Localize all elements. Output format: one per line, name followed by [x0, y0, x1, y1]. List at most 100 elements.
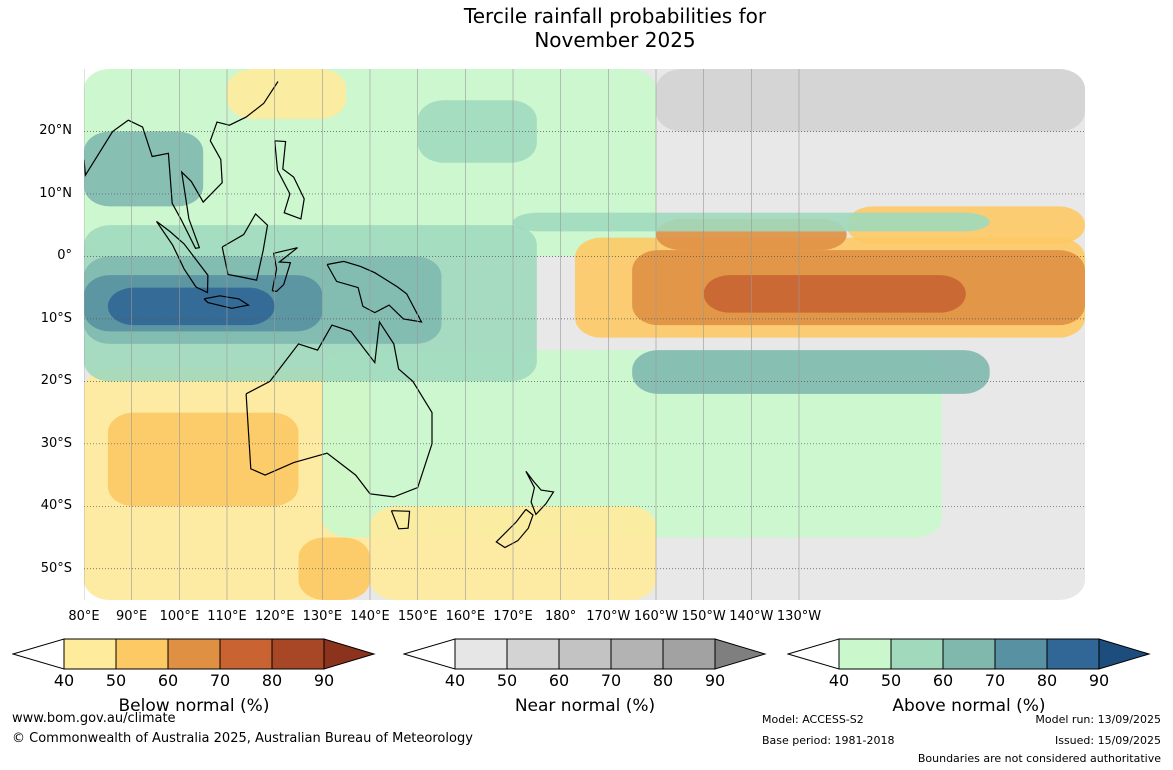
latitude-label: 50°S	[40, 560, 72, 576]
colorbar-tick-label: 70	[209, 671, 231, 690]
colorbar-segment	[115, 638, 169, 670]
philippines-coast	[274, 140, 305, 220]
boundaries-disclaimer: Boundaries are not considered authoritat…	[917, 752, 1161, 765]
longitude-label: 140°E	[350, 609, 390, 624]
colorbar-segment	[994, 638, 1048, 670]
australia-coast	[245, 320, 433, 498]
longitude-label: 110°E	[207, 609, 247, 624]
colorbar-tick-label: 60	[548, 671, 570, 690]
colorbar-segment	[167, 638, 221, 670]
colorbar-segment	[662, 638, 716, 670]
colorbar-near	[402, 638, 767, 676]
longitude-label: 80°E	[68, 609, 100, 624]
colorbar-upper-extension	[714, 638, 767, 670]
latitude-label: 20°S	[40, 373, 72, 389]
probability-region	[703, 275, 966, 313]
longitude-label: 150°W	[681, 609, 726, 624]
longitude-label: 170°W	[586, 609, 631, 624]
colorbar-tick-label: 60	[932, 671, 954, 690]
colorbar-tick-label: 80	[1036, 671, 1058, 690]
title-line-2: November 2025	[534, 28, 696, 52]
map-canvas	[84, 69, 1085, 600]
colorbar-graphic	[786, 638, 1151, 670]
colorbar-tick-label: 60	[157, 671, 179, 690]
longitude-label: 120°E	[254, 609, 295, 624]
probability-region	[227, 69, 347, 119]
colorbar-tick-label: 50	[496, 671, 518, 690]
probability-fields	[84, 69, 1085, 600]
colorbar-segment	[942, 638, 996, 670]
latitude-label: 10°S	[40, 310, 72, 326]
colorbar-tick-label: 70	[600, 671, 622, 690]
copyright-notice: © Commonwealth of Australia 2025, Austra…	[12, 731, 473, 746]
probability-region	[656, 69, 1085, 132]
website-link[interactable]: www.bom.gov.au/climate	[12, 711, 176, 726]
colorbar-segment	[271, 638, 325, 670]
longitude-label: 180°	[544, 609, 577, 624]
probability-region	[107, 412, 299, 507]
colorbar-title: Below normal (%)	[118, 696, 270, 716]
longitude-label: 160°E	[445, 609, 486, 624]
forecast-map	[84, 69, 1085, 600]
java-coast	[203, 295, 250, 309]
sulawesi-coast	[271, 247, 298, 293]
latitude-label: 30°S	[40, 435, 72, 451]
longitude-label: 150°E	[397, 609, 438, 624]
issued-info: Issued: 15/09/2025	[1054, 734, 1161, 747]
colorbar-segment	[838, 638, 892, 670]
colorbar-segment	[1046, 638, 1100, 670]
colorbar-upper-extension	[323, 638, 376, 670]
colorbar-lower-extension	[786, 638, 840, 670]
colorbar-tick-label: 80	[261, 671, 283, 690]
latitude-label: 0°	[57, 248, 72, 264]
mainland-asia-coast	[84, 81, 279, 249]
latitude-label: 20°N	[39, 123, 72, 139]
colorbar-title: Near normal (%)	[514, 696, 656, 716]
probability-region	[322, 350, 942, 538]
longitude-label: 140°W	[729, 609, 774, 624]
colorbar-tick-label: 90	[313, 671, 335, 690]
colorbar-tick-label: 70	[984, 671, 1006, 690]
colorbar-tick-label: 40	[828, 671, 850, 690]
longitude-label: 170°E	[493, 609, 533, 624]
colorbar-segment	[610, 638, 664, 670]
colorbar-segment	[506, 638, 560, 670]
model-info: Model: ACCESS-S2	[762, 713, 864, 726]
colorbar-upper-extension	[1098, 638, 1151, 670]
colorbar-segment	[558, 638, 612, 670]
colorbar-tick-label: 90	[704, 671, 726, 690]
colorbar-tick-label: 80	[652, 671, 674, 690]
longitude-label: 130°E	[302, 609, 343, 624]
latitude-label: 10°N	[39, 185, 72, 201]
colorbar-below	[11, 638, 376, 676]
probability-region	[107, 287, 275, 326]
probability-region	[298, 537, 370, 600]
graticule	[84, 69, 1085, 600]
colorbar-tick-label: 50	[105, 671, 127, 690]
colorbar-tick-label: 90	[1088, 671, 1110, 690]
latitude-label: 40°S	[40, 498, 72, 514]
chart-title: Tercile rainfall probabilities for Novem…	[0, 4, 1173, 52]
colorbar-tick-label: 50	[880, 671, 902, 690]
colorbar-segment	[63, 638, 117, 670]
colorbar-segment	[219, 638, 273, 670]
sumatra-coast	[156, 220, 209, 294]
colorbar-above	[786, 638, 1151, 676]
colorbar-title: Above normal (%)	[892, 696, 1046, 716]
colorbar-tick-label: 40	[444, 671, 466, 690]
colorbar-lower-extension	[402, 638, 456, 670]
title-line-1: Tercile rainfall probabilities for	[463, 4, 767, 28]
longitude-label: 130°W	[776, 609, 822, 624]
colorbar-tick-label: 40	[53, 671, 75, 690]
colorbar-segment	[890, 638, 944, 670]
colorbar-graphic	[11, 638, 376, 670]
base-period-info: Base period: 1981-2018	[762, 734, 895, 747]
model-run-info: Model run: 13/09/2025	[1035, 713, 1161, 726]
probability-region	[632, 350, 990, 394]
probability-region	[84, 131, 204, 207]
longitude-label: 160°W	[633, 609, 679, 624]
new-guinea-coast	[326, 260, 423, 323]
longitude-label: 100°E	[159, 609, 200, 624]
new-zealand-north-coast	[525, 470, 555, 516]
colorbar-graphic	[402, 638, 767, 670]
